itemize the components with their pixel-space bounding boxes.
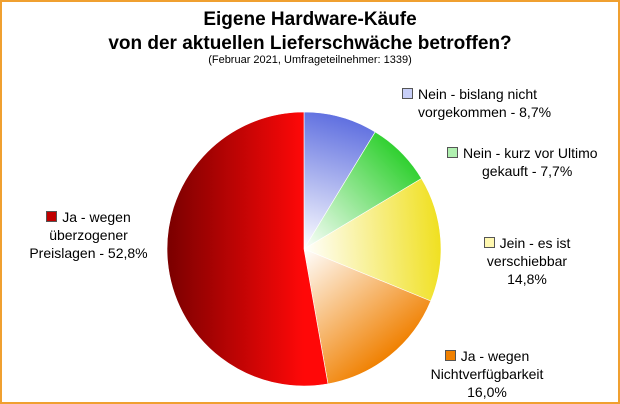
pie-slice-2 [303, 178, 442, 302]
legend-swatch-1 [447, 147, 458, 158]
slice-label-4: Ja - wegen überzogener Preislagen - 52,8… [16, 208, 161, 262]
legend-swatch-2 [483, 237, 495, 248]
pie-slice-4 [166, 111, 329, 387]
slice-label-2: Jein - es ist verschiebbar 14,8% [472, 234, 582, 288]
slice-label-0-line1: Nein - bislang nicht [418, 86, 538, 102]
chart-subtitle: (Februar 2021, Umfrageteilnehmer: 1339) [208, 54, 412, 66]
chart-title-line2: von der aktuellen Lieferschwäche betroff… [108, 33, 512, 54]
slice-label-3: Ja - wegen Nichtverfügbarkeit 16,0% [407, 347, 567, 401]
slice-label-2-line1: Jein - es ist [499, 235, 571, 251]
slice-label-0-line2: vorgekommen - 8,7% [418, 104, 552, 120]
slice-label-4-line2: überzogener [49, 227, 128, 243]
slice-label-4-line3: Preislagen - 52,8% [29, 245, 148, 261]
legend-swatch-3 [444, 350, 456, 361]
slice-label-2-line2: verschiebbar [486, 253, 568, 269]
slice-label-3-line2: Nichtverfügbarkeit [430, 366, 544, 382]
slice-label-1: Nein - kurz vor Ultimo gekauft - 7,7% [447, 144, 598, 180]
slice-label-1-line1: Nein - kurz vor Ultimo [463, 145, 598, 161]
legend-swatch-0 [402, 88, 413, 99]
pie-slice-3 [303, 248, 432, 385]
legend-swatch-4 [46, 211, 58, 222]
slice-label-0: Nein - bislang nicht vorgekommen - 8,7% [402, 85, 551, 121]
slice-label-2-line3: 14,8% [507, 271, 547, 287]
chart-title-line1: Eigene Hardware-Käufe [203, 9, 417, 30]
slice-label-1-line2: gekauft - 7,7% [482, 163, 573, 179]
slice-label-3-line1: Ja - wegen [460, 348, 530, 364]
slice-label-3-line3: 16,0% [467, 384, 507, 400]
slice-label-4-line1: Ja - wegen [62, 209, 131, 225]
